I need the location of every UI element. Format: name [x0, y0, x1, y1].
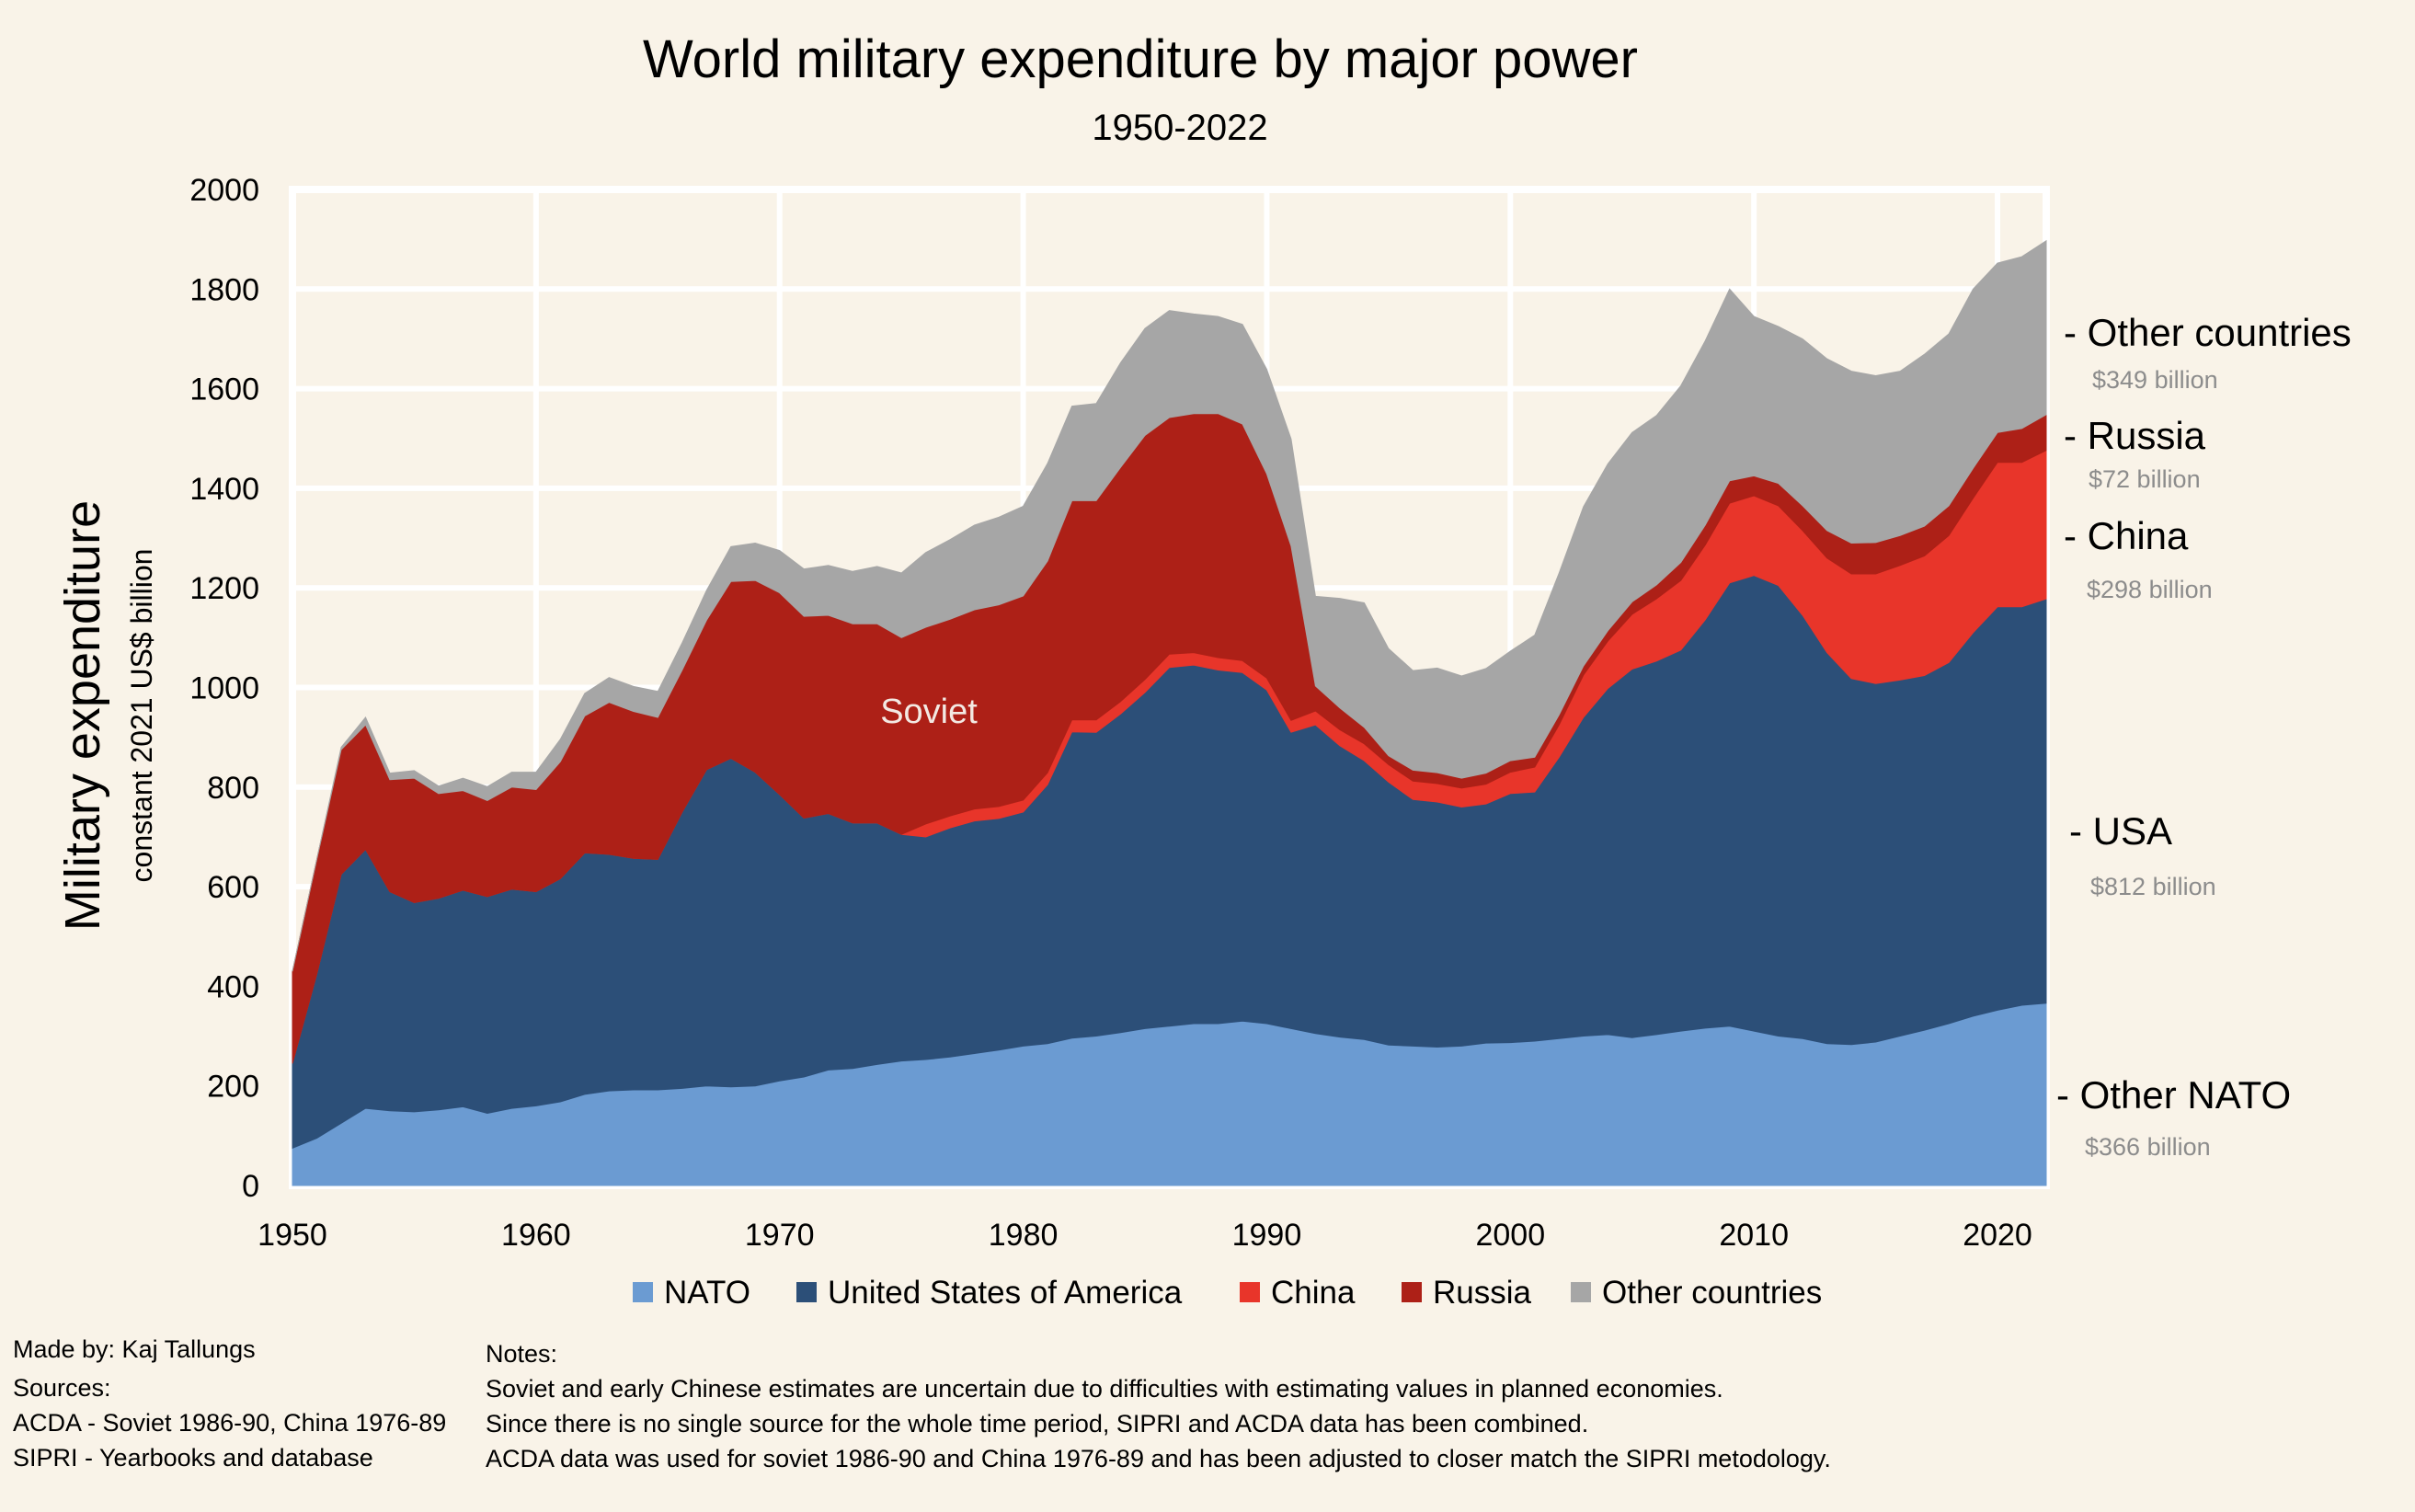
- legend-label: United States of America: [828, 1275, 1183, 1311]
- y-tick-label: 1000: [189, 671, 259, 706]
- x-tick-label: 2020: [1963, 1218, 2032, 1253]
- source-line: SIPRI - Yearbooks and database: [13, 1444, 373, 1472]
- legend-label: Russia: [1433, 1275, 1532, 1311]
- annotation-value: $812 billion: [2090, 873, 2216, 900]
- legend-swatch: [633, 1282, 653, 1302]
- y-axis-label: Military expenditure: [55, 500, 110, 931]
- annotation-label: - China: [2064, 514, 2189, 557]
- legend-label: NATO: [664, 1275, 750, 1311]
- chart-title: World military expenditure by major powe…: [643, 29, 1638, 89]
- legend-label: China: [1271, 1275, 1356, 1311]
- legend: NATO United States of America China Russia O…: [633, 1275, 1822, 1311]
- x-tick-label: 2000: [1475, 1218, 1545, 1253]
- y-tick-label: 0: [242, 1169, 259, 1204]
- area-other-countries: [292, 239, 2047, 972]
- x-tick-label: 1960: [501, 1218, 571, 1253]
- note-line: Soviet and early Chinese estimates are u…: [486, 1375, 1723, 1403]
- legend-label: Other countries: [1602, 1275, 1822, 1311]
- soviet-annotation: Soviet: [880, 693, 978, 731]
- annotation-label: - USA: [2069, 809, 2172, 853]
- annotation-label: - Other countries: [2064, 311, 2352, 354]
- y-axis-ticks: 0 200 400 600 800 1000 1200 1400 1600 1800 2000: [189, 173, 259, 1204]
- y-axis-sublabel: constant 2021 US$ billion: [125, 549, 158, 883]
- y-tick-label: 1200: [189, 571, 259, 606]
- legend-swatch: [1240, 1282, 1260, 1302]
- y-tick-label: 400: [207, 969, 259, 1004]
- annotation-value: $298 billion: [2087, 576, 2213, 603]
- x-tick-label: 1950: [258, 1218, 327, 1253]
- annotation-label: - Other NATO: [2056, 1073, 2291, 1117]
- x-tick-label: 1970: [745, 1218, 815, 1253]
- annotation-value: $349 billion: [2092, 366, 2218, 394]
- x-axis-ticks: 1950 1960 1970 1980 1990 2000 2010 2020: [258, 1218, 2032, 1253]
- y-tick-label: 200: [207, 1070, 259, 1105]
- annotation-value: $366 billion: [2085, 1133, 2211, 1161]
- annotation-label: - Russia: [2064, 414, 2206, 457]
- notes-title: Notes:: [486, 1340, 558, 1368]
- x-tick-label: 1980: [989, 1218, 1059, 1253]
- y-tick-label: 1800: [189, 272, 259, 307]
- legend-swatch: [1571, 1282, 1591, 1302]
- made-by: Made by: Kaj Tallungs: [13, 1335, 256, 1363]
- footer-credits: Made by: Kaj Tallungs Sources: ACDA - So…: [13, 1332, 446, 1475]
- legend-swatch: [796, 1282, 817, 1302]
- note-line: Since there is no single source for the …: [486, 1410, 1589, 1438]
- annotation-value: $72 billion: [2089, 465, 2201, 493]
- stacked-areas: [292, 239, 2047, 1186]
- y-tick-label: 2000: [189, 173, 259, 208]
- legend-swatch: [1402, 1282, 1422, 1302]
- chart-subtitle: 1950-2022: [1092, 108, 1267, 148]
- x-tick-label: 1990: [1232, 1218, 1302, 1253]
- y-tick-label: 600: [207, 870, 259, 905]
- footer-notes: Notes: Soviet and early Chinese estimate…: [486, 1336, 1831, 1476]
- y-tick-label: 800: [207, 771, 259, 806]
- x-tick-label: 2010: [1719, 1218, 1789, 1253]
- y-tick-label: 1600: [189, 372, 259, 407]
- sources-title: Sources:: [13, 1374, 111, 1402]
- note-line: ACDA data was used for soviet 1986-90 an…: [486, 1445, 1831, 1472]
- right-annotations: - Other countries $349 billion - Russia $72…: [2056, 311, 2352, 1161]
- y-tick-label: 1400: [189, 472, 259, 507]
- source-line: ACDA - Soviet 1986-90, China 1976-89: [13, 1409, 447, 1437]
